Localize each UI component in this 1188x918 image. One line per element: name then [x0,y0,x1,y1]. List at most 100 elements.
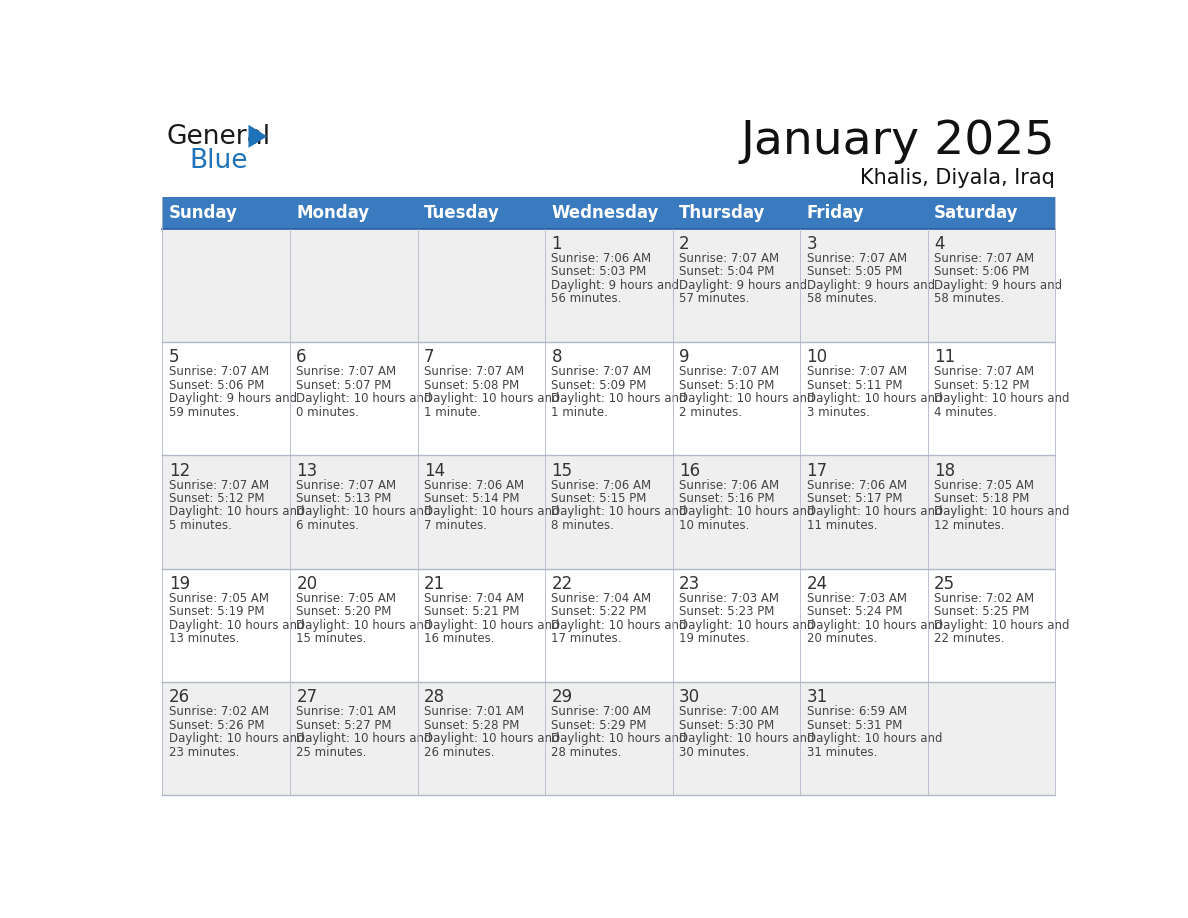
Text: Daylight: 10 hours and: Daylight: 10 hours and [296,392,432,405]
Text: 20 minutes.: 20 minutes. [807,633,877,645]
Text: Sunrise: 7:04 AM: Sunrise: 7:04 AM [424,592,524,605]
Text: Sunset: 5:24 PM: Sunset: 5:24 PM [807,605,902,619]
Text: 26 minutes.: 26 minutes. [424,745,494,758]
Text: 4 minutes.: 4 minutes. [934,406,997,419]
Text: 25: 25 [934,575,955,593]
Text: Daylight: 10 hours and: Daylight: 10 hours and [680,392,815,405]
Text: 4: 4 [934,235,944,252]
Text: Sunrise: 7:07 AM: Sunrise: 7:07 AM [424,365,524,378]
Text: Sunset: 5:08 PM: Sunset: 5:08 PM [424,378,519,392]
Text: Sunrise: 7:07 AM: Sunrise: 7:07 AM [934,365,1035,378]
Text: Sunrise: 7:07 AM: Sunrise: 7:07 AM [680,365,779,378]
Text: 23: 23 [680,575,700,593]
Bar [163,569,1055,682]
Text: 2: 2 [680,235,689,252]
Text: Sunset: 5:20 PM: Sunset: 5:20 PM [296,605,392,619]
Text: Daylight: 10 hours and: Daylight: 10 hours and [807,506,942,519]
Text: Sunset: 5:18 PM: Sunset: 5:18 PM [934,492,1030,505]
Text: 28: 28 [424,688,446,706]
Text: 57 minutes.: 57 minutes. [680,292,750,306]
Bar [163,229,1055,342]
Text: 6 minutes.: 6 minutes. [296,519,359,532]
Text: Daylight: 10 hours and: Daylight: 10 hours and [296,733,432,745]
Text: Sunrise: 7:07 AM: Sunrise: 7:07 AM [934,252,1035,264]
Text: Daylight: 10 hours and: Daylight: 10 hours and [807,392,942,405]
Text: 59 minutes.: 59 minutes. [169,406,239,419]
Text: Sunset: 5:05 PM: Sunset: 5:05 PM [807,265,902,278]
Text: Sunset: 5:19 PM: Sunset: 5:19 PM [169,605,264,619]
Text: 26: 26 [169,688,190,706]
Text: 9: 9 [680,348,689,366]
Text: 7 minutes.: 7 minutes. [424,519,487,532]
Text: 21: 21 [424,575,446,593]
Text: 22: 22 [551,575,573,593]
Text: Sunrise: 7:06 AM: Sunrise: 7:06 AM [680,478,779,491]
Text: Sunset: 5:12 PM: Sunset: 5:12 PM [169,492,264,505]
Text: 28 minutes.: 28 minutes. [551,745,621,758]
Text: 19 minutes.: 19 minutes. [680,633,750,645]
Text: Daylight: 9 hours and: Daylight: 9 hours and [551,279,680,292]
Text: 3: 3 [807,235,817,252]
Text: Sunset: 5:31 PM: Sunset: 5:31 PM [807,719,902,732]
Text: Sunset: 5:29 PM: Sunset: 5:29 PM [551,719,647,732]
Text: 31 minutes.: 31 minutes. [807,745,877,758]
Text: Daylight: 10 hours and: Daylight: 10 hours and [680,506,815,519]
Text: Daylight: 10 hours and: Daylight: 10 hours and [807,733,942,745]
Text: 1: 1 [551,235,562,252]
Text: Sunrise: 7:01 AM: Sunrise: 7:01 AM [424,705,524,718]
Text: 22 minutes.: 22 minutes. [934,633,1005,645]
Text: 0 minutes.: 0 minutes. [296,406,359,419]
Text: 56 minutes.: 56 minutes. [551,292,621,306]
Text: Sunrise: 7:07 AM: Sunrise: 7:07 AM [296,478,397,491]
Text: Sunset: 5:22 PM: Sunset: 5:22 PM [551,605,647,619]
Text: 15 minutes.: 15 minutes. [296,633,367,645]
Text: 24: 24 [807,575,828,593]
Text: 17 minutes.: 17 minutes. [551,633,623,645]
Text: Sunset: 5:11 PM: Sunset: 5:11 PM [807,378,902,392]
Text: Sunrise: 6:59 AM: Sunrise: 6:59 AM [807,705,906,718]
Text: January 2025: January 2025 [741,119,1055,164]
Text: Daylight: 10 hours and: Daylight: 10 hours and [169,733,304,745]
Text: Daylight: 10 hours and: Daylight: 10 hours and [424,733,560,745]
Text: Tuesday: Tuesday [424,204,500,222]
Text: Daylight: 10 hours and: Daylight: 10 hours and [551,506,687,519]
Text: 10 minutes.: 10 minutes. [680,519,750,532]
Text: Thursday: Thursday [680,204,765,222]
Text: 25 minutes.: 25 minutes. [296,745,367,758]
Text: Daylight: 10 hours and: Daylight: 10 hours and [680,733,815,745]
Text: Sunrise: 7:01 AM: Sunrise: 7:01 AM [296,705,397,718]
Bar [163,197,1055,229]
Text: 17: 17 [807,462,828,479]
Text: Daylight: 10 hours and: Daylight: 10 hours and [551,619,687,632]
Text: Sunrise: 7:03 AM: Sunrise: 7:03 AM [680,592,779,605]
Text: 14: 14 [424,462,446,479]
Text: Saturday: Saturday [934,204,1018,222]
Text: Sunrise: 7:07 AM: Sunrise: 7:07 AM [169,478,268,491]
Text: Sunday: Sunday [169,204,238,222]
Text: 30: 30 [680,688,700,706]
Text: Sunrise: 7:00 AM: Sunrise: 7:00 AM [680,705,779,718]
Text: Sunset: 5:13 PM: Sunset: 5:13 PM [296,492,392,505]
Text: 10: 10 [807,348,828,366]
Text: Sunset: 5:25 PM: Sunset: 5:25 PM [934,605,1030,619]
Text: Daylight: 9 hours and: Daylight: 9 hours and [680,279,807,292]
Text: Sunset: 5:23 PM: Sunset: 5:23 PM [680,605,775,619]
Text: Friday: Friday [807,204,864,222]
Text: Sunrise: 7:07 AM: Sunrise: 7:07 AM [680,252,779,264]
Text: Sunrise: 7:07 AM: Sunrise: 7:07 AM [807,365,906,378]
Text: Sunset: 5:07 PM: Sunset: 5:07 PM [296,378,392,392]
Text: General: General [166,124,271,150]
Text: Sunset: 5:26 PM: Sunset: 5:26 PM [169,719,264,732]
Text: 1 minute.: 1 minute. [551,406,608,419]
Text: Daylight: 9 hours and: Daylight: 9 hours and [169,392,297,405]
Text: Sunrise: 7:00 AM: Sunrise: 7:00 AM [551,705,651,718]
Text: Sunset: 5:21 PM: Sunset: 5:21 PM [424,605,519,619]
Text: 18: 18 [934,462,955,479]
Bar [163,455,1055,569]
Text: Daylight: 10 hours and: Daylight: 10 hours and [934,392,1069,405]
Text: 7: 7 [424,348,435,366]
Text: Sunrise: 7:03 AM: Sunrise: 7:03 AM [807,592,906,605]
Text: Daylight: 10 hours and: Daylight: 10 hours and [551,733,687,745]
Text: Daylight: 10 hours and: Daylight: 10 hours and [807,619,942,632]
Text: Sunset: 5:28 PM: Sunset: 5:28 PM [424,719,519,732]
